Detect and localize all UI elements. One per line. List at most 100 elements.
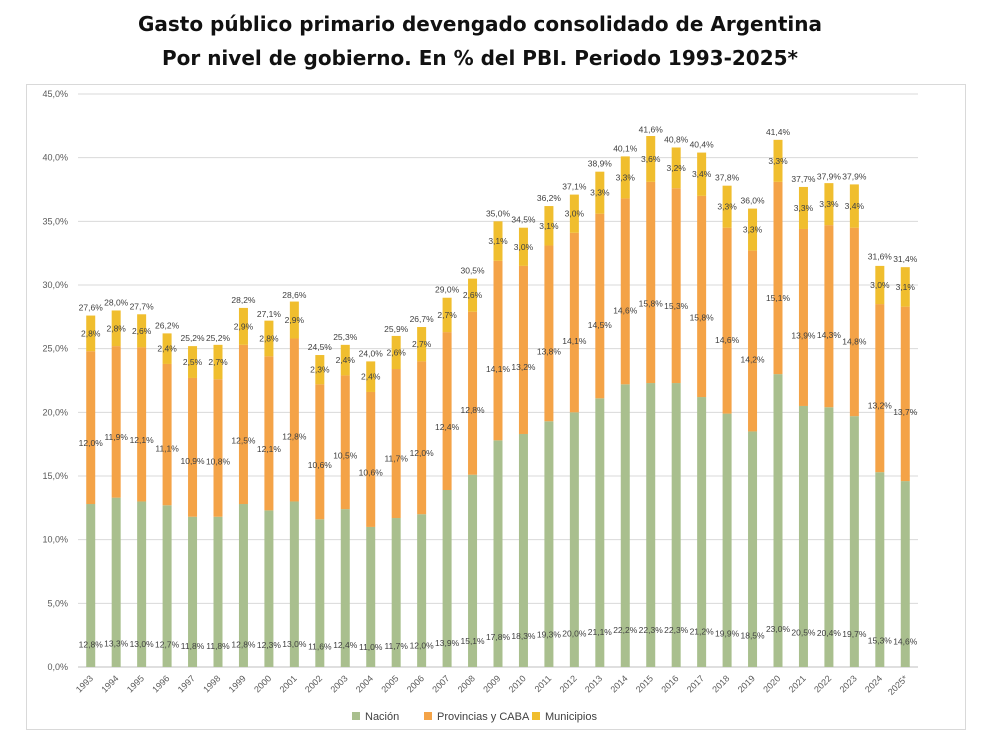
data-label: 18,3%: [511, 631, 536, 641]
bar-segment-naci-n: [849, 416, 859, 667]
total-label: 31,6%: [868, 252, 893, 262]
data-label: 14,1%: [562, 336, 587, 346]
data-label: 12,4%: [435, 422, 460, 432]
bar-segment-naci-n: [213, 516, 223, 667]
x-tick-label: 2003: [328, 673, 349, 694]
total-label: 26,2%: [155, 320, 180, 330]
x-tick-label: 2001: [278, 673, 299, 694]
data-label: 13,7%: [893, 407, 918, 417]
bar-segment-municipios: [289, 301, 299, 339]
data-label: 3,4%: [692, 169, 712, 179]
x-tick-label: 1995: [125, 673, 146, 694]
total-label: 36,0%: [740, 196, 765, 206]
bar-segment-provincias-y-caba: [213, 379, 223, 517]
data-label: 11,7%: [384, 641, 408, 651]
data-label: 11,8%: [181, 641, 205, 651]
data-label: 12,8%: [282, 432, 307, 442]
bar-segment-naci-n: [391, 518, 401, 667]
data-label: 3,3%: [590, 188, 610, 198]
x-tick-label: 2019: [736, 673, 757, 694]
data-label: 11,9%: [104, 432, 128, 442]
bar-segment-municipios: [188, 346, 198, 378]
total-label: 29,0%: [435, 285, 460, 295]
x-tick-label: 2025*: [886, 673, 910, 697]
data-label: 3,3%: [768, 156, 788, 166]
data-label: 12,0%: [410, 641, 435, 651]
bar-segment-naci-n: [544, 421, 554, 667]
total-label: 25,2%: [180, 333, 205, 343]
data-label: 14,2%: [740, 355, 765, 365]
data-label: 3,0%: [870, 280, 890, 290]
total-label: 31,4%: [893, 254, 918, 264]
bar-segment-municipios: [620, 156, 630, 199]
x-tick-label: 2010: [507, 673, 528, 694]
data-label: 13,2%: [868, 400, 893, 410]
bar-segment-municipios: [646, 136, 656, 182]
bar-segment-provincias-y-caba: [162, 363, 172, 506]
data-label: 11,8%: [206, 641, 230, 651]
total-label: 37,8%: [715, 173, 740, 183]
total-label: 28,0%: [104, 297, 129, 307]
data-label: 22,2%: [613, 625, 638, 635]
x-tick-label: 1993: [74, 673, 95, 694]
bar-segment-municipios: [544, 206, 554, 246]
data-label: 13,2%: [511, 362, 536, 372]
bar-segment-municipios: [264, 320, 274, 357]
data-label: 13,0%: [130, 639, 155, 649]
data-label: 3,1%: [539, 221, 559, 231]
data-label: 14,6%: [715, 335, 740, 345]
data-label: 2,5%: [183, 357, 203, 367]
legend-label: Nación: [365, 711, 399, 723]
x-tick-label: 2018: [710, 673, 731, 694]
data-label: 2,7%: [437, 310, 457, 320]
bar-segment-municipios: [111, 310, 121, 347]
bar-segment-municipios: [366, 361, 376, 392]
bar-segment-municipios: [86, 315, 96, 352]
bar-segment-naci-n: [493, 440, 503, 667]
legend-swatch: [424, 712, 432, 720]
bar-segment-naci-n: [137, 501, 147, 667]
x-tick-label: 2004: [354, 673, 375, 694]
legend-swatch: [352, 712, 360, 720]
bar-segment-municipios: [468, 278, 478, 312]
data-label: 13,9%: [435, 638, 460, 648]
data-label: 3,1%: [488, 236, 508, 246]
bar-segment-provincias-y-caba: [264, 356, 274, 511]
data-label: 15,3%: [868, 636, 893, 646]
x-tick-label: 2014: [608, 673, 629, 694]
data-label: 14,8%: [842, 337, 867, 347]
bar-segment-provincias-y-caba: [900, 306, 910, 482]
data-label: 12,5%: [231, 436, 256, 446]
x-tick-label: 2024: [863, 673, 884, 694]
total-label: 24,0%: [359, 348, 384, 358]
bar-segment-provincias-y-caba: [366, 391, 376, 527]
bar-segment-provincias-y-caba: [849, 227, 859, 417]
x-tick-label: 2000: [252, 673, 273, 694]
data-label: 10,5%: [333, 450, 358, 460]
data-label: 3,3%: [717, 202, 737, 212]
total-label: 37,9%: [842, 171, 867, 181]
x-tick-label: 2011: [533, 673, 554, 694]
bar-segment-provincias-y-caba: [798, 228, 808, 406]
data-label: 3,3%: [616, 172, 636, 182]
data-label: 11,7%: [384, 453, 408, 463]
data-label: 17,8%: [486, 632, 511, 642]
data-label: 12,8%: [231, 639, 256, 649]
total-label: 37,7%: [791, 174, 816, 184]
x-tick-label: 1994: [99, 673, 120, 694]
data-label: 10,6%: [308, 460, 333, 470]
bar-segment-municipios: [315, 355, 325, 385]
data-label: 2,3%: [310, 365, 330, 375]
chart-title-line-2: Por nivel de gobierno. En % del PBI. Per…: [161, 46, 799, 70]
x-tick-label: 2015: [634, 673, 655, 694]
data-label: 23,0%: [766, 624, 791, 634]
bar-segment-naci-n: [620, 384, 630, 667]
y-tick-label: 40,0%: [42, 153, 68, 163]
data-label: 20,0%: [562, 628, 587, 638]
bar-segment-naci-n: [798, 405, 808, 667]
bar-segment-municipios: [722, 185, 732, 228]
data-label: 11,1%: [155, 444, 179, 454]
data-label: 2,9%: [285, 315, 305, 325]
y-tick-label: 45,0%: [42, 89, 68, 99]
data-label: 3,0%: [514, 242, 534, 252]
